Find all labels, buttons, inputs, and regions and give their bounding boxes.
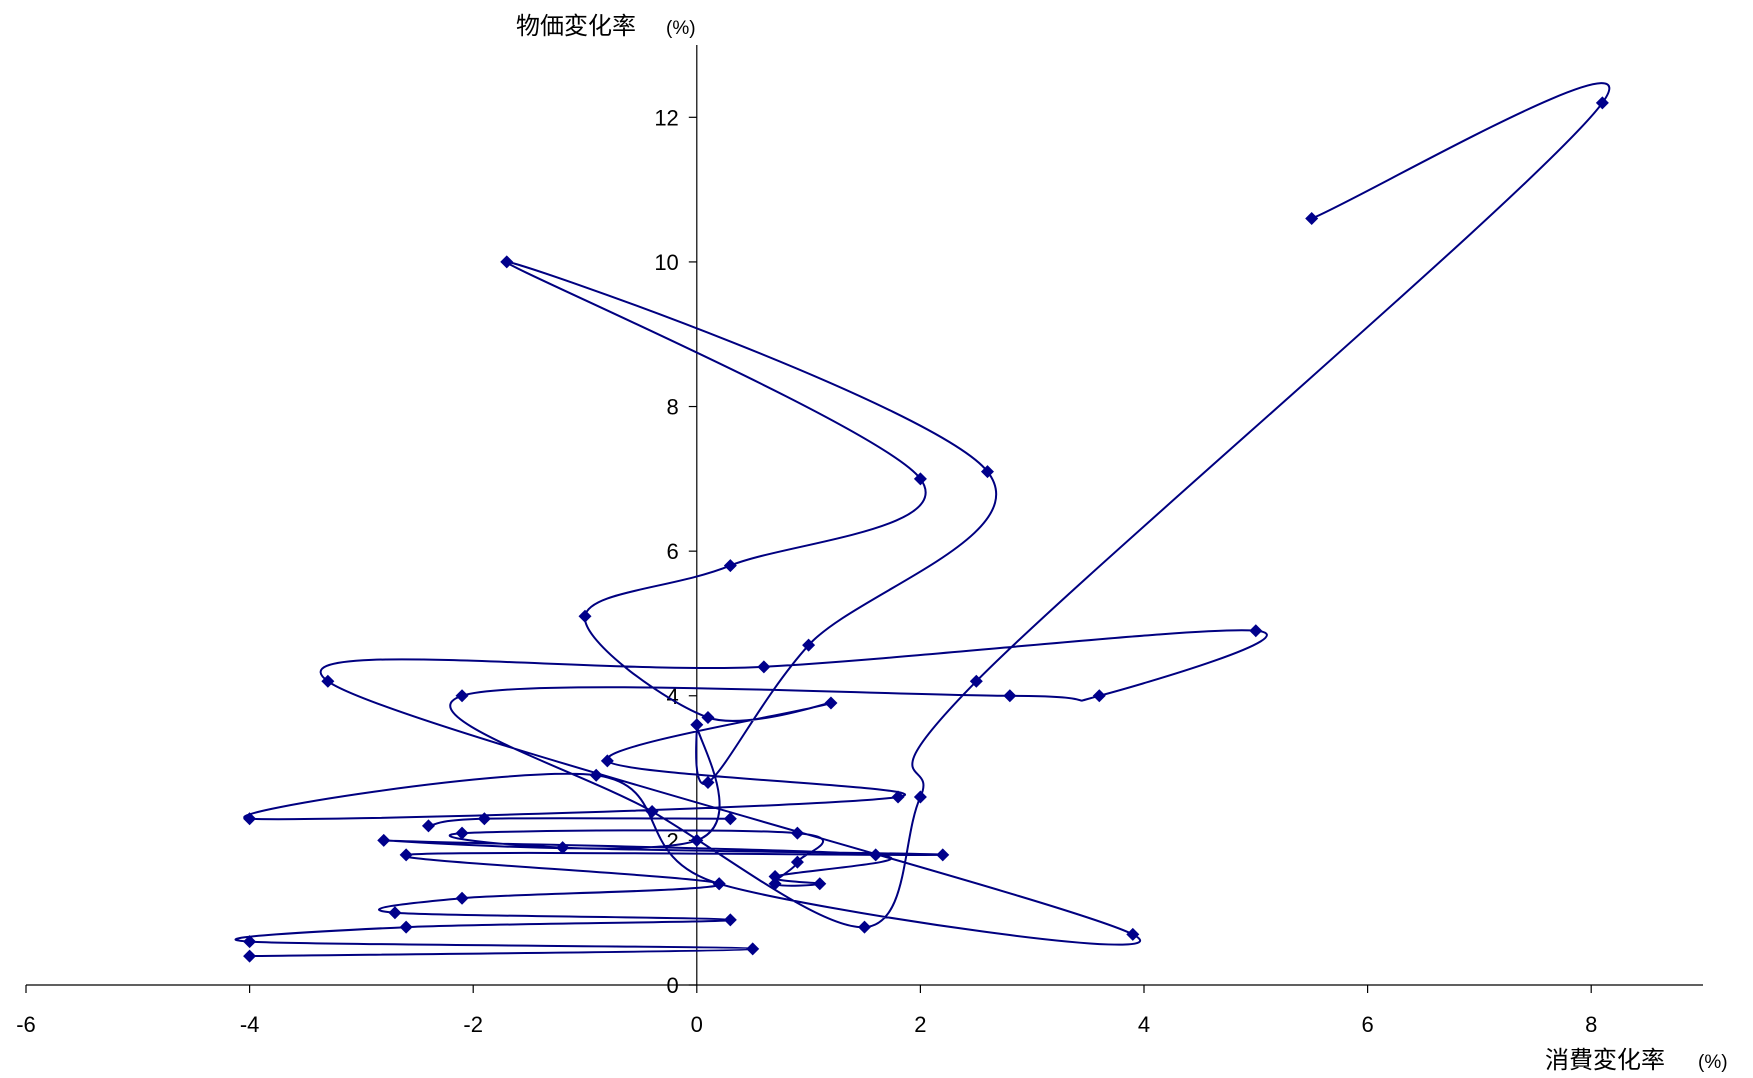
data-point-marker [891, 790, 905, 804]
data-point-marker [757, 660, 771, 674]
data-point-marker [321, 674, 335, 688]
data-point-marker [723, 812, 737, 826]
y-axis-title: 物価変化率 [516, 12, 636, 40]
data-point-marker [790, 826, 804, 840]
data-point-marker [746, 942, 760, 956]
x-tick-label: 2 [914, 1012, 926, 1037]
data-point-marker [1595, 96, 1609, 110]
data-point-marker [913, 472, 927, 486]
data-point-marker [913, 790, 927, 804]
data-point-marker [243, 949, 257, 963]
data-point-marker [556, 841, 570, 855]
data-point-marker [790, 855, 804, 869]
x-tick-label: -6 [16, 1012, 36, 1037]
x-tick-label: -2 [463, 1012, 483, 1037]
y-tick-label: 6 [667, 539, 679, 564]
data-point-marker [980, 465, 994, 479]
axes [26, 45, 1703, 986]
data-point-marker [824, 696, 838, 710]
data-point-marker [589, 768, 603, 782]
data-point-marker [600, 754, 614, 768]
data-point-marker [645, 804, 659, 818]
data-point-marker [388, 906, 402, 920]
data-point-marker [399, 848, 413, 862]
series-line [428, 817, 731, 827]
data-point-marker [858, 920, 871, 934]
series-lines [234, 82, 1611, 958]
data-point-marker [243, 935, 257, 949]
data-point-marker [1003, 689, 1017, 703]
data-point-marker [701, 776, 715, 790]
data-point-marker [1249, 624, 1263, 638]
data-point-marker [578, 609, 592, 623]
data-point-marker [869, 848, 883, 862]
x-tick-label: 6 [1361, 1012, 1373, 1037]
series-line [234, 82, 1611, 958]
y-tick-label: 12 [654, 105, 678, 130]
x-axis-ticks: -6 -4 -2 0 2 4 6 8 [16, 985, 1597, 1037]
data-point-marker [1092, 689, 1106, 703]
data-point-marker [421, 819, 435, 833]
y-tick-label: 8 [667, 395, 679, 420]
y-tick-label: 10 [654, 250, 678, 275]
data-point-marker [701, 710, 715, 724]
data-point-marker [723, 559, 737, 573]
y-axis-unit: (%) [666, 18, 696, 39]
data-point-marker [477, 812, 491, 826]
data-point-marker [500, 255, 514, 269]
data-point-marker [712, 877, 726, 891]
data-point-marker [455, 891, 469, 905]
y-tick-label: 0 [667, 973, 679, 998]
x-axis-unit: (%) [1698, 1052, 1728, 1073]
data-point-marker [243, 812, 257, 826]
data-point-marker [768, 870, 782, 884]
data-point-marker [969, 674, 983, 688]
data-point-marker [1305, 212, 1319, 226]
data-point-marker [690, 833, 704, 847]
x-axis-title: 消費変化率 [1545, 1046, 1665, 1074]
x-tick-label: 4 [1138, 1012, 1150, 1037]
x-tick-label: 8 [1585, 1012, 1597, 1037]
data-point-marker [936, 848, 950, 862]
data-point-marker [1126, 927, 1140, 941]
data-point-marker [690, 718, 704, 732]
data-point-marker [802, 638, 816, 652]
data-point-marker [399, 920, 413, 934]
x-tick-label: 0 [691, 1012, 703, 1037]
data-point-marker [377, 833, 391, 847]
data-point-marker [768, 877, 782, 891]
data-point-marker [455, 689, 469, 703]
data-point-marker [455, 826, 469, 840]
series-markers [243, 96, 1609, 963]
data-point-marker [723, 913, 737, 927]
data-point-marker [813, 877, 827, 891]
x-tick-label: -4 [240, 1012, 260, 1037]
